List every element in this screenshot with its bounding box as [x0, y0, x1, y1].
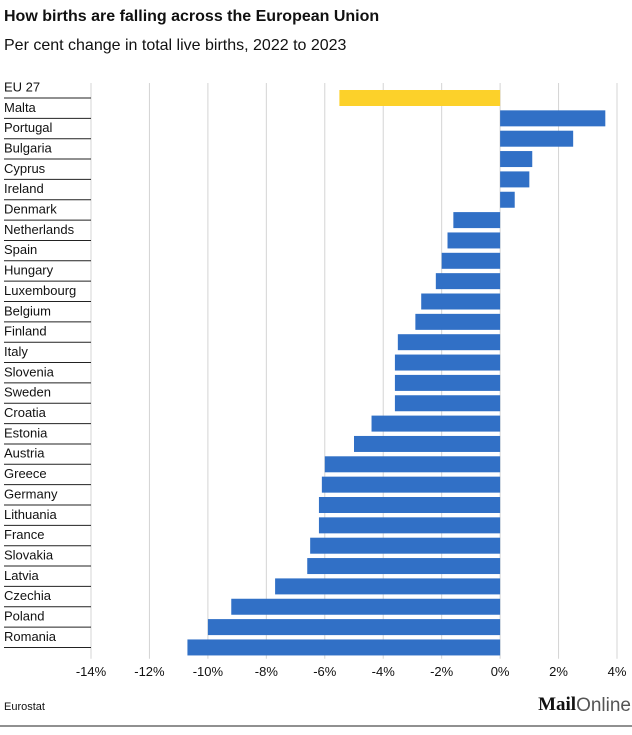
- chart-subtitle: Per cent change in total live births, 20…: [4, 37, 347, 54]
- bar: [321, 476, 501, 493]
- bar: [275, 578, 501, 595]
- y-tick-label: Luxembourg: [4, 283, 76, 298]
- bar: [415, 313, 501, 330]
- x-tick-label: -14%: [76, 664, 107, 679]
- y-tick-label: Cyprus: [4, 161, 46, 176]
- x-tick-label: 4%: [608, 664, 627, 679]
- x-tick-label: 2%: [549, 664, 568, 679]
- bar: [500, 191, 515, 208]
- y-tick-label: Slovenia: [4, 364, 55, 379]
- brand-logo: MailOnline: [538, 694, 631, 716]
- bar: [324, 456, 501, 473]
- y-tick-label: Italy: [4, 344, 28, 359]
- y-tick-label: Estonia: [4, 425, 48, 440]
- bar: [394, 374, 501, 391]
- bar: [397, 334, 501, 351]
- x-tick-label: -2%: [430, 664, 454, 679]
- y-tick-label: EU 27: [4, 79, 40, 94]
- y-tick-label: Finland: [4, 324, 47, 339]
- bar: [500, 151, 533, 168]
- bar: [453, 212, 501, 229]
- x-tick-label: -6%: [313, 664, 337, 679]
- x-tick-label: 0%: [491, 664, 510, 679]
- y-tick-label: Bulgaria: [4, 140, 52, 155]
- bar: [447, 232, 501, 249]
- y-tick-label: Poland: [4, 609, 44, 624]
- bar: [500, 171, 530, 188]
- bar: [307, 558, 501, 575]
- bar: [394, 395, 501, 412]
- y-tick-label: Malta: [4, 100, 37, 115]
- y-tick-label: Portugal: [4, 120, 53, 135]
- y-tick-label: Greece: [4, 466, 47, 481]
- bar: [310, 537, 501, 554]
- chart-title: How births are falling across the Europe…: [4, 8, 379, 25]
- bar: [318, 497, 501, 513]
- y-tick-label: Spain: [4, 242, 37, 257]
- y-tick-label: Slovakia: [4, 547, 54, 562]
- y-tick-label: Croatia: [4, 405, 47, 420]
- bar: [500, 110, 606, 127]
- y-tick-label: Belgium: [4, 303, 51, 318]
- bar: [231, 598, 501, 615]
- y-tick-label: Germany: [4, 486, 58, 501]
- y-tick-label: Netherlands: [4, 222, 75, 237]
- x-tick-label: -10%: [193, 664, 224, 679]
- bar: [371, 415, 501, 432]
- bar: [421, 293, 501, 310]
- bar: [339, 90, 501, 106]
- y-tick-label: Hungary: [4, 263, 54, 278]
- x-tick-label: -4%: [372, 664, 396, 679]
- y-tick-label: Sweden: [4, 385, 51, 400]
- y-tick-label: Denmark: [4, 202, 57, 217]
- bar: [207, 619, 501, 636]
- y-tick-label: Lithuania: [4, 507, 58, 522]
- y-tick-label: Ireland: [4, 181, 44, 196]
- bar: [187, 639, 501, 656]
- source: Eurostat: [4, 701, 45, 713]
- bar: [435, 273, 501, 290]
- y-tick-label: Latvia: [4, 568, 39, 583]
- bar: [500, 130, 574, 147]
- brand-bold: Mail: [538, 694, 576, 715]
- brand-light: Online: [576, 695, 631, 716]
- bar: [354, 435, 501, 452]
- y-tick-label: Czechia: [4, 588, 52, 603]
- y-tick-label: Romania: [4, 629, 57, 644]
- bar: [441, 252, 501, 269]
- bar: [318, 517, 501, 534]
- x-tick-label: -8%: [255, 664, 279, 679]
- y-tick-label: France: [4, 527, 44, 542]
- x-tick-label: -12%: [134, 664, 165, 679]
- bar: [394, 354, 501, 371]
- y-tick-label: Austria: [4, 446, 45, 461]
